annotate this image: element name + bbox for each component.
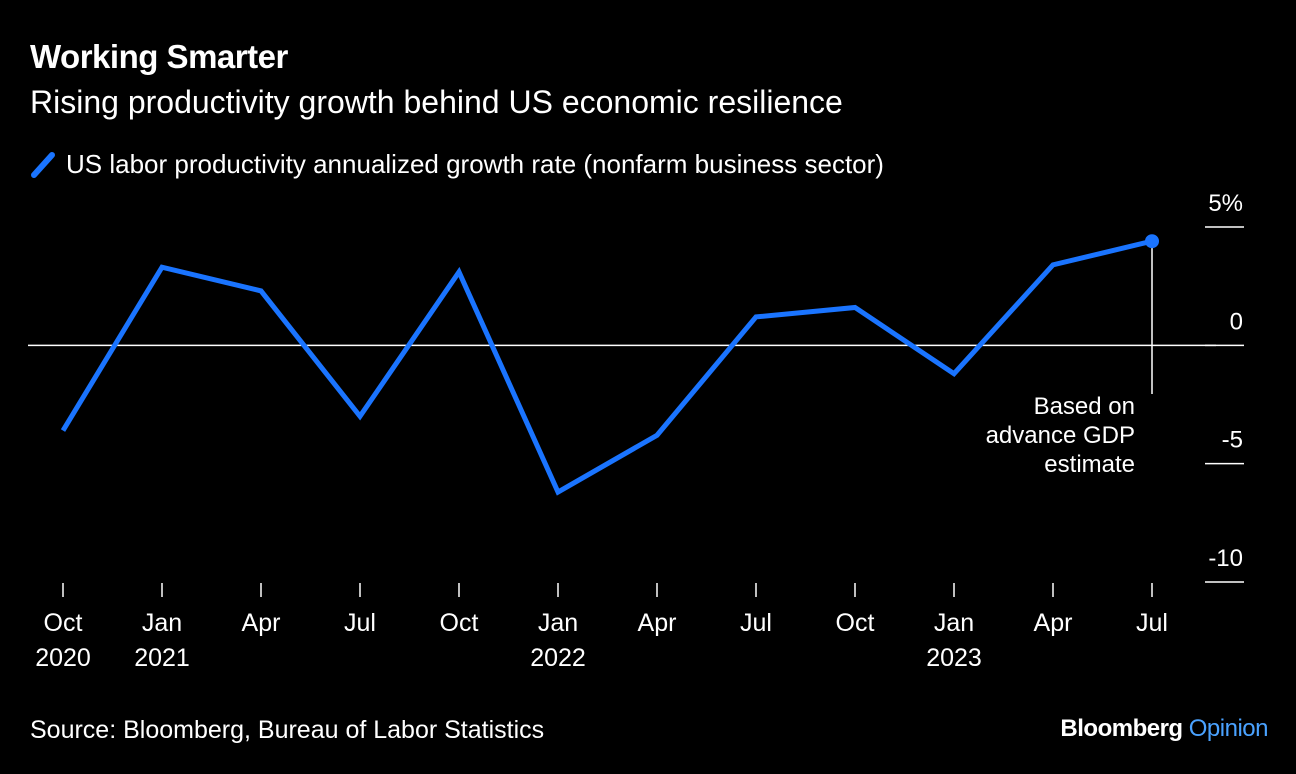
x-tick-label: Apr [638, 609, 677, 637]
line-chart: 5% 0 -5 -10 Oct 2020 Jan 2021 Apr Jul Oct Jan 2022 Ap… [28, 190, 1244, 672]
x-tick-label: Apr [242, 609, 281, 637]
legend-line-icon [31, 152, 55, 178]
series-line [60, 238, 1153, 496]
x-tick-label: Jul [1136, 609, 1168, 637]
y-tick-label: 5% [1208, 190, 1243, 217]
series-end-point [1145, 234, 1159, 249]
x-tick-year-label: 2022 [530, 644, 586, 672]
source-note: Source: Bloomberg, Bureau of Labor Stati… [30, 716, 545, 744]
chart-title: Working Smarter [30, 38, 288, 75]
chart-legend: US labor productivity annualized growth … [30, 146, 884, 182]
x-tick-label: Jan [538, 609, 578, 637]
legend-label: US labor productivity annualized growth … [66, 148, 884, 179]
annotation-label: estimate [1044, 451, 1135, 478]
annotation-label: advance GDP [986, 422, 1135, 449]
x-tick-label: Oct [44, 609, 83, 637]
x-tick-label: Jul [344, 609, 376, 637]
chart-subtitle: Rising productivity growth behind US eco… [30, 84, 843, 120]
x-tick-year-label: 2021 [134, 644, 190, 672]
x-tick-year-label: 2023 [926, 644, 982, 672]
y-tick-label: 0 [1230, 308, 1243, 335]
x-tick-label: Jan [934, 609, 974, 637]
brand-sub: Opinion [1188, 715, 1269, 742]
x-tick-label: Oct [836, 609, 875, 637]
brand-logo: Bloomberg Opinion [1060, 715, 1268, 743]
x-tick-label: Jan [142, 609, 182, 637]
x-tick-year-label: 2020 [35, 644, 91, 672]
x-tick-label: Apr [1034, 609, 1073, 637]
y-tick-label: -10 [1208, 545, 1243, 572]
brand-main: Bloomberg [1060, 715, 1183, 742]
annotation-label: Based on [1034, 393, 1135, 420]
x-tick-label: Oct [440, 609, 479, 637]
y-tick-label: -5 [1222, 427, 1243, 454]
x-tick-label: Jul [740, 609, 772, 637]
